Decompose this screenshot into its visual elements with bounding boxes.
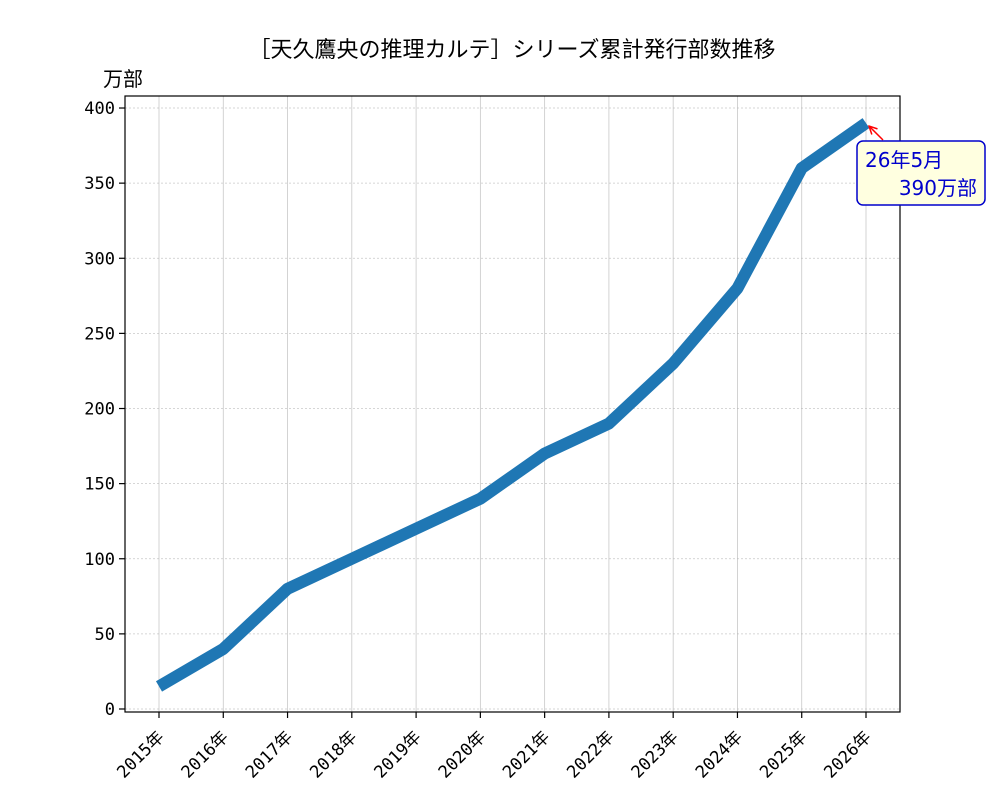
x-tick-label: 2025年 (756, 727, 811, 782)
tick-layer: 2015年 2016年 2017年 2018年 2019年 2020年 2021年 2022年… (84, 99, 875, 782)
x-tick-label: 2026年 (820, 727, 875, 782)
y-tick-label: 400 (84, 99, 115, 119)
x-tick-label: 2015年 (113, 727, 168, 782)
x-tick-label: 2020年 (435, 727, 490, 782)
x-tick-label: 2023年 (628, 727, 683, 782)
y-axis-unit-label: 万部 (103, 67, 143, 91)
x-tick-label: 2019年 (371, 727, 426, 782)
y-tick-label: 200 (84, 400, 115, 420)
annotation-date-label: 26年5月 (865, 148, 943, 172)
x-tick-label: 2024年 (692, 727, 747, 782)
y-tick-label: 0 (105, 700, 115, 720)
y-tick-label: 300 (84, 249, 115, 269)
y-tick-label: 50 (95, 625, 115, 645)
x-tick-label: 2017年 (242, 727, 297, 782)
grid (125, 96, 900, 712)
y-tick-label: 250 (84, 324, 115, 344)
annotation: 26年5月 390万部 (856, 126, 986, 206)
y-tick-label: 150 (84, 475, 115, 495)
x-tick-label: 2016年 (178, 727, 233, 782)
y-tick-label: 350 (84, 174, 115, 194)
x-tick-label: 2022年 (563, 727, 618, 782)
series-line (155, 118, 870, 692)
y-tick-label: 100 (84, 550, 115, 570)
annotation-value-label: 390万部 (899, 176, 977, 200)
annotation-arrow (869, 126, 884, 141)
annotation-box (856, 140, 986, 206)
chart-title: ［天久鷹央の推理カルテ］シリーズ累計発行部数推移 (249, 38, 776, 63)
plot-frame (124, 95, 901, 713)
series-layer (155, 118, 870, 692)
x-tick-label: 2021年 (499, 727, 554, 782)
x-tick-label: 2018年 (306, 727, 361, 782)
